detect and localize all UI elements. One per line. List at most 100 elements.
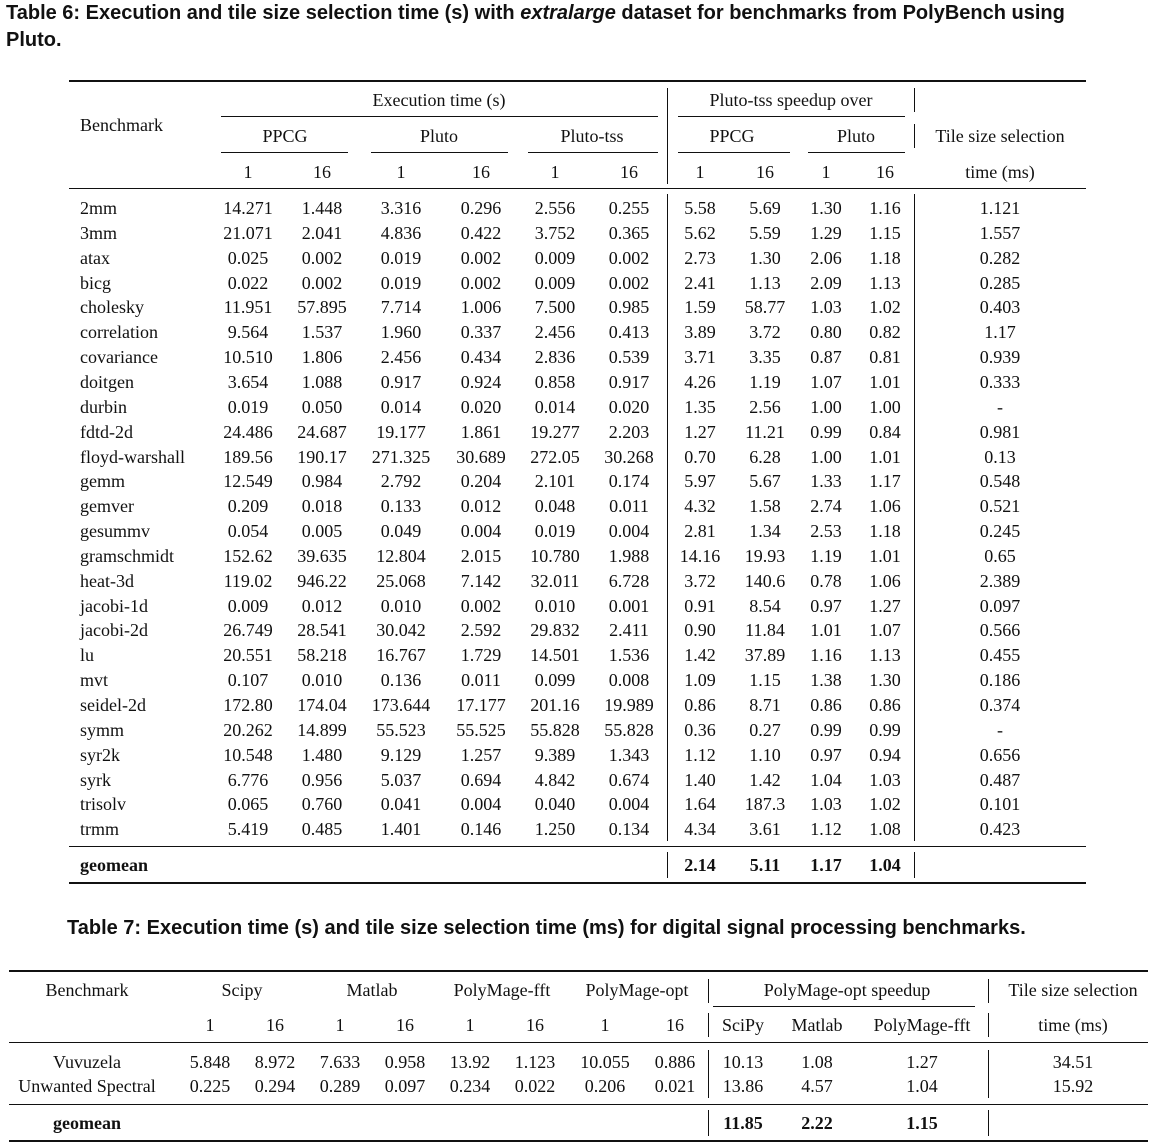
table6-cell: 0.020	[608, 397, 650, 417]
column-separator	[708, 979, 709, 1003]
table6-cell: 1.17	[869, 471, 901, 491]
table6-geomean-value: 1.04	[869, 855, 901, 875]
table6-cell: 14.16	[679, 546, 721, 566]
table6-cell: 4.34	[684, 819, 716, 839]
table6-cell: 1.58	[749, 496, 781, 516]
table7-header-polymage-opt: PolyMage-opt	[585, 980, 689, 1000]
column-separator	[914, 852, 915, 878]
table6-cell: 5.69	[749, 198, 781, 218]
table6-cell: 0.80	[810, 322, 842, 342]
table6-cell: 1.13	[749, 273, 781, 293]
table7-cell: 0.206	[584, 1076, 626, 1096]
table6-cell: 1.07	[810, 372, 842, 392]
table6-caption: Table 6: Execution and tile size selecti…	[6, 0, 1065, 54]
table6-benchmark-name: 3mm	[80, 223, 118, 243]
table6-cell: 19.93	[744, 546, 786, 566]
table7-cell: 10.055	[580, 1052, 630, 1072]
table6-cell: 946.22	[297, 571, 347, 591]
table6-cell: 0.296	[460, 198, 502, 218]
table6-cell: 8.71	[749, 695, 781, 715]
table6-cell: 30.268	[604, 447, 654, 467]
table6-benchmark-name: durbin	[80, 397, 127, 417]
table6-cell: 0.548	[979, 471, 1021, 491]
table6-cell: 0.001	[608, 596, 650, 616]
table6-cell: 0.004	[608, 794, 650, 814]
table6-cell: 0.434	[460, 347, 502, 367]
table6-cell: 1.27	[869, 596, 901, 616]
table6-cell: 0.36	[684, 720, 716, 740]
table6-cell: 2.203	[608, 422, 650, 442]
column-separator	[708, 1050, 709, 1098]
table6-cell: 0.008	[608, 670, 650, 690]
table6-cell: 2.09	[810, 273, 842, 293]
table6-cell: 10.510	[223, 347, 273, 367]
table6-cell: 6.28	[749, 447, 781, 467]
table6-benchmark-name: trisolv	[80, 794, 127, 814]
table6-cell: 0.012	[301, 596, 343, 616]
table6-cell: -	[997, 720, 1003, 740]
table6-cell: 2.836	[534, 347, 576, 367]
table7-benchmark-name: Vuvuzela	[53, 1052, 121, 1072]
table6-cell: 19.989	[604, 695, 654, 715]
table6-cell: 1.02	[869, 794, 901, 814]
table6-cell: 1.06	[869, 571, 901, 591]
table6-cell: 2.73	[684, 248, 716, 268]
table6-cell: 0.285	[979, 273, 1021, 293]
table6-cell: 1.30	[749, 248, 781, 268]
table6-cell: 4.26	[684, 372, 716, 392]
table6-ppcg-rule	[221, 152, 348, 153]
table6-cell: 0.009	[534, 248, 576, 268]
table6-cell: 1.64	[684, 794, 716, 814]
table6-cell: -	[997, 397, 1003, 417]
table6-cell: 1.01	[869, 447, 901, 467]
table7-thread-count: 1	[205, 1015, 215, 1035]
table6-cell: 0.004	[460, 521, 502, 541]
table6-cell: 5.58	[684, 198, 716, 218]
table7-speedup-rule	[713, 1006, 975, 1007]
table7-header-matlab: Matlab	[346, 980, 398, 1000]
table6-benchmark-name: symm	[80, 720, 125, 740]
table6-cell: 0.048	[534, 496, 576, 516]
table7-thread-count: 16	[396, 1015, 414, 1035]
table6-cell: 0.107	[227, 670, 269, 690]
table6-caption-italic: extralarge	[520, 2, 616, 24]
column-separator	[988, 1013, 989, 1037]
column-separator	[988, 1050, 989, 1098]
table6-cell: 0.005	[301, 521, 343, 541]
table6-cell: 1.729	[460, 645, 502, 665]
table6-header-execution-time: Execution time (s)	[372, 90, 506, 110]
table6-cell: 2.041	[301, 223, 343, 243]
table6-cell: 0.984	[301, 471, 343, 491]
table6-cell: 0.022	[227, 273, 269, 293]
table6-cell: 16.767	[376, 645, 426, 665]
table6-cell: 0.87	[810, 347, 842, 367]
table7-cell: 0.225	[189, 1076, 231, 1096]
table6-cell: 2.53	[810, 521, 842, 541]
table7-header-polymage-fft: PolyMage-fft	[453, 980, 551, 1000]
table6-cell: 3.654	[227, 372, 269, 392]
table6-cell: 3.61	[749, 819, 781, 839]
table6-cell: 2.41	[684, 273, 716, 293]
table6-cell: 0.204	[460, 471, 502, 491]
table6-cell: 1.59	[684, 297, 716, 317]
table6-cell: 189.56	[223, 447, 273, 467]
table6-benchmark-name: cholesky	[80, 297, 144, 317]
table6-cell: 0.009	[534, 273, 576, 293]
table6-cell: 190.17	[297, 447, 347, 467]
table6-caption-label: Table 6:	[6, 2, 81, 24]
table6-cell: 0.13	[984, 447, 1016, 467]
table6-header-rule	[69, 188, 1086, 189]
table7-geomean-label: geomean	[53, 1113, 121, 1133]
table6-header-tss: Tile size selection	[935, 126, 1065, 146]
table6-cell: 2.456	[534, 322, 576, 342]
table7-thread-count: 16	[526, 1015, 544, 1035]
table6-cell: 1.16	[810, 645, 842, 665]
table6-cell: 0.924	[460, 372, 502, 392]
table6-cell: 140.6	[744, 571, 786, 591]
table6-cell: 152.62	[223, 546, 273, 566]
table6-cell: 0.002	[460, 248, 502, 268]
table6-top-rule	[69, 80, 1086, 82]
table7-geomean-rule	[9, 1104, 1148, 1105]
table7-cell: 13.86	[722, 1076, 764, 1096]
table6-cell: 0.94	[869, 745, 901, 765]
